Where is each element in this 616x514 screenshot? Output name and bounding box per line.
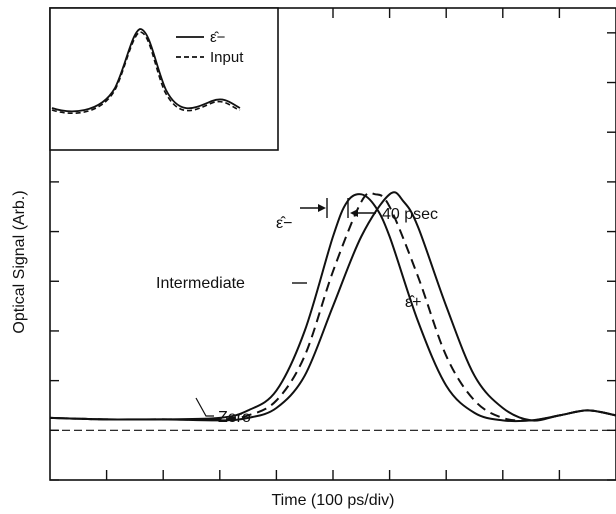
annotation-intermediate: Intermediate (156, 275, 245, 292)
inset: ε̂− Input (49, 7, 279, 151)
inset-legend-label-dashed: Input (210, 49, 244, 66)
annotation-40-psec: 40 psec (382, 206, 438, 223)
x-axis-label: Time (100 ps/div) (272, 492, 395, 509)
annotations: ε̂− 40 psec Intermediate ε̂+ Zero (156, 198, 438, 426)
annotation-e-minus: ε̂− (276, 215, 292, 232)
annotation-zero-leader (195, 397, 214, 417)
annotation-e-plus: ε̂+ (405, 294, 421, 311)
inset-frame (49, 7, 279, 151)
arrowhead-right-icon (350, 209, 358, 217)
arrowhead-left-icon (318, 204, 326, 212)
annotation-zero: Zero (218, 409, 251, 426)
series-line-2 (49, 191, 616, 422)
inset-legend-label-solid: ε̂− (210, 29, 226, 46)
signal-curves (49, 191, 616, 431)
inset-trace-input (51, 31, 241, 115)
y-axis-label: Optical Signal (Arb.) (11, 190, 28, 333)
inset-trace-solid (51, 28, 241, 113)
